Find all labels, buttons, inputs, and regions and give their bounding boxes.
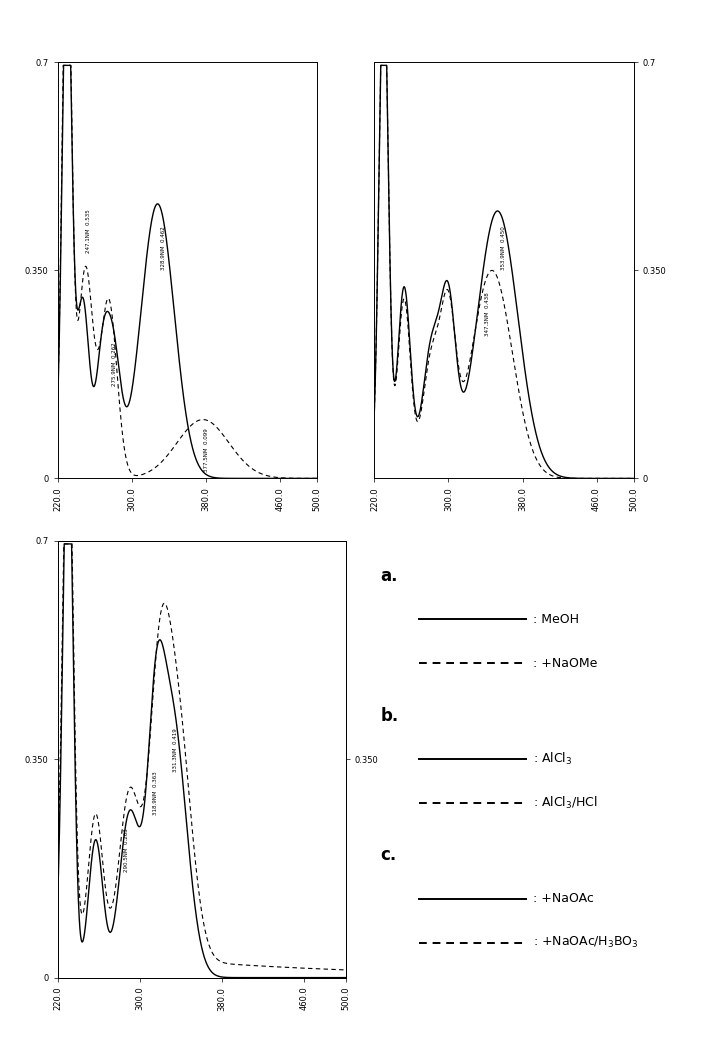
Text: 290.5NM  0.263: 290.5NM 0.263 <box>125 828 130 872</box>
Text: : +NaOAc: : +NaOAc <box>533 892 594 906</box>
Text: 377.5NM  0.099: 377.5NM 0.099 <box>204 428 209 472</box>
Text: : AlCl$_3$: : AlCl$_3$ <box>533 751 572 768</box>
Text: 331.3NM  0.419: 331.3NM 0.419 <box>173 728 178 772</box>
Text: : MeOH: : MeOH <box>533 613 579 626</box>
Text: 328.9NM  0.462: 328.9NM 0.462 <box>161 227 166 270</box>
Text: b.: b. <box>381 706 399 725</box>
Text: c.: c. <box>381 847 397 864</box>
Text: 353.9NM  0.450: 353.9NM 0.450 <box>501 227 506 270</box>
Text: : AlCl$_3$/HCl: : AlCl$_3$/HCl <box>533 795 598 811</box>
Text: 247.1NM  0.535: 247.1NM 0.535 <box>86 209 91 253</box>
Text: : +NaOAc/H$_3$BO$_3$: : +NaOAc/H$_3$BO$_3$ <box>533 935 639 951</box>
Text: 275.9NM  0.262: 275.9NM 0.262 <box>112 342 117 386</box>
Text: a.: a. <box>381 567 398 584</box>
Text: 347.3NM  0.438: 347.3NM 0.438 <box>485 292 490 336</box>
Text: 318.9NM  0.363: 318.9NM 0.363 <box>153 772 158 815</box>
Text: : +NaOMe: : +NaOMe <box>533 656 597 670</box>
